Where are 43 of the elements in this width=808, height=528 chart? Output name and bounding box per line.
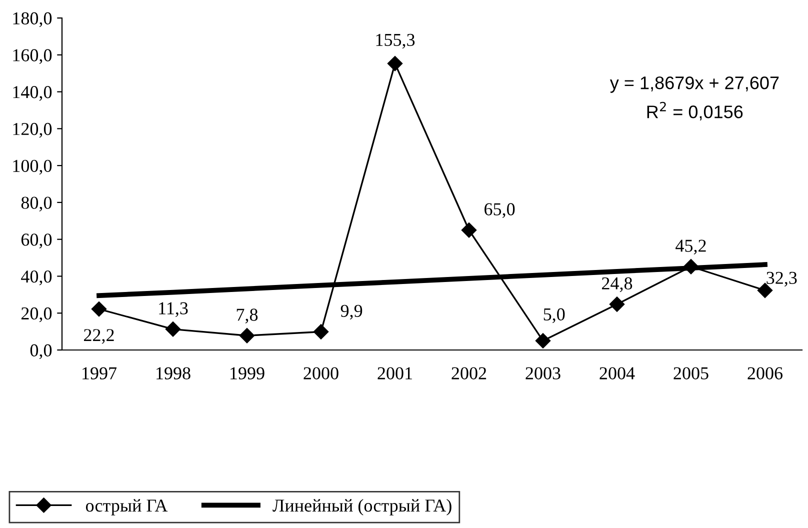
y-tick-label: 120,0 bbox=[13, 122, 52, 138]
data-label: 7,8 bbox=[236, 308, 258, 324]
x-tick-label: 2003 bbox=[526, 367, 560, 380]
y-tick-label: 60,0 bbox=[21, 234, 52, 248]
point bbox=[165, 322, 181, 337]
data-label: 5,0 bbox=[544, 308, 565, 324]
y-tick-label: 100,0 bbox=[13, 160, 52, 175]
data-label: 45,2 bbox=[676, 240, 706, 254]
annotation: R$^{2}$ = 0,0156 bbox=[647, 102, 743, 120]
x-tick-label: 2004 bbox=[600, 367, 635, 380]
y-tick-label: 20,0 bbox=[21, 307, 52, 322]
data-label: 155,3 bbox=[376, 34, 415, 49]
point bbox=[683, 259, 699, 274]
x-tick-label: 2006 bbox=[748, 367, 783, 380]
y-tick-label: 140,0 bbox=[13, 86, 52, 101]
x-tick-label: 2000 bbox=[304, 367, 338, 380]
x-tick-label: 2005 bbox=[674, 367, 708, 380]
data-label: 32,3 bbox=[766, 272, 797, 287]
y-tick-label: 0,0 bbox=[30, 344, 52, 360]
point bbox=[535, 333, 551, 348]
point bbox=[387, 56, 403, 72]
x-tick-label: 1998 bbox=[156, 367, 190, 380]
point bbox=[609, 296, 625, 312]
y-tick-label: 160,0 bbox=[13, 49, 52, 64]
data-label: 24,8 bbox=[602, 277, 632, 292]
y-tick-label: 40,0 bbox=[21, 270, 52, 286]
x-tick-label: 2002 bbox=[452, 367, 486, 380]
x-tick-label: 1997 bbox=[82, 367, 117, 380]
annotation: y = 1,8679x + 27,607 bbox=[610, 76, 779, 93]
x-tick-label: 2001 bbox=[378, 367, 412, 380]
data-label: 65,0 bbox=[484, 203, 515, 218]
point bbox=[239, 328, 255, 344]
data-label: 22,2 bbox=[84, 329, 114, 344]
legend-label: острый ГА bbox=[86, 499, 168, 516]
legend-label: Линейный (острый ГА) bbox=[272, 498, 452, 516]
y-tick-label: 180,0 bbox=[13, 12, 52, 28]
point bbox=[461, 222, 477, 238]
data-label: 11,3 bbox=[159, 302, 188, 317]
data-label: 9,9 bbox=[340, 304, 362, 320]
y-tick-label: 80,0 bbox=[21, 196, 52, 212]
point bbox=[91, 301, 107, 317]
point bbox=[313, 324, 329, 340]
x-tick-label: 1999 bbox=[230, 367, 264, 380]
